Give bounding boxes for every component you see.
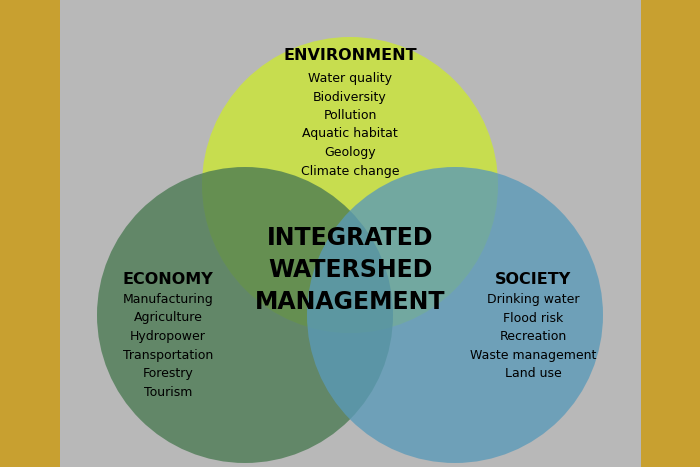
- Text: SOCIETY: SOCIETY: [495, 272, 571, 287]
- Text: Manufacturing
Agriculture
Hydropower
Transportation
Forestry
Tourism: Manufacturing Agriculture Hydropower Tra…: [122, 293, 214, 398]
- Text: ECONOMY: ECONOMY: [122, 272, 214, 287]
- Text: INTEGRATED
WATERSHED
MANAGEMENT: INTEGRATED WATERSHED MANAGEMENT: [255, 226, 445, 314]
- Circle shape: [307, 167, 603, 463]
- Circle shape: [97, 167, 393, 463]
- Circle shape: [202, 37, 498, 333]
- Text: ENVIRONMENT: ENVIRONMENT: [284, 48, 416, 63]
- Text: Water quality
Biodiversity
Pollution
Aquatic habitat
Geology
Climate change: Water quality Biodiversity Pollution Aqu…: [301, 72, 399, 177]
- Bar: [60, 0, 640, 467]
- Text: Drinking water
Flood risk
Recreation
Waste management
Land use: Drinking water Flood risk Recreation Was…: [470, 293, 596, 380]
